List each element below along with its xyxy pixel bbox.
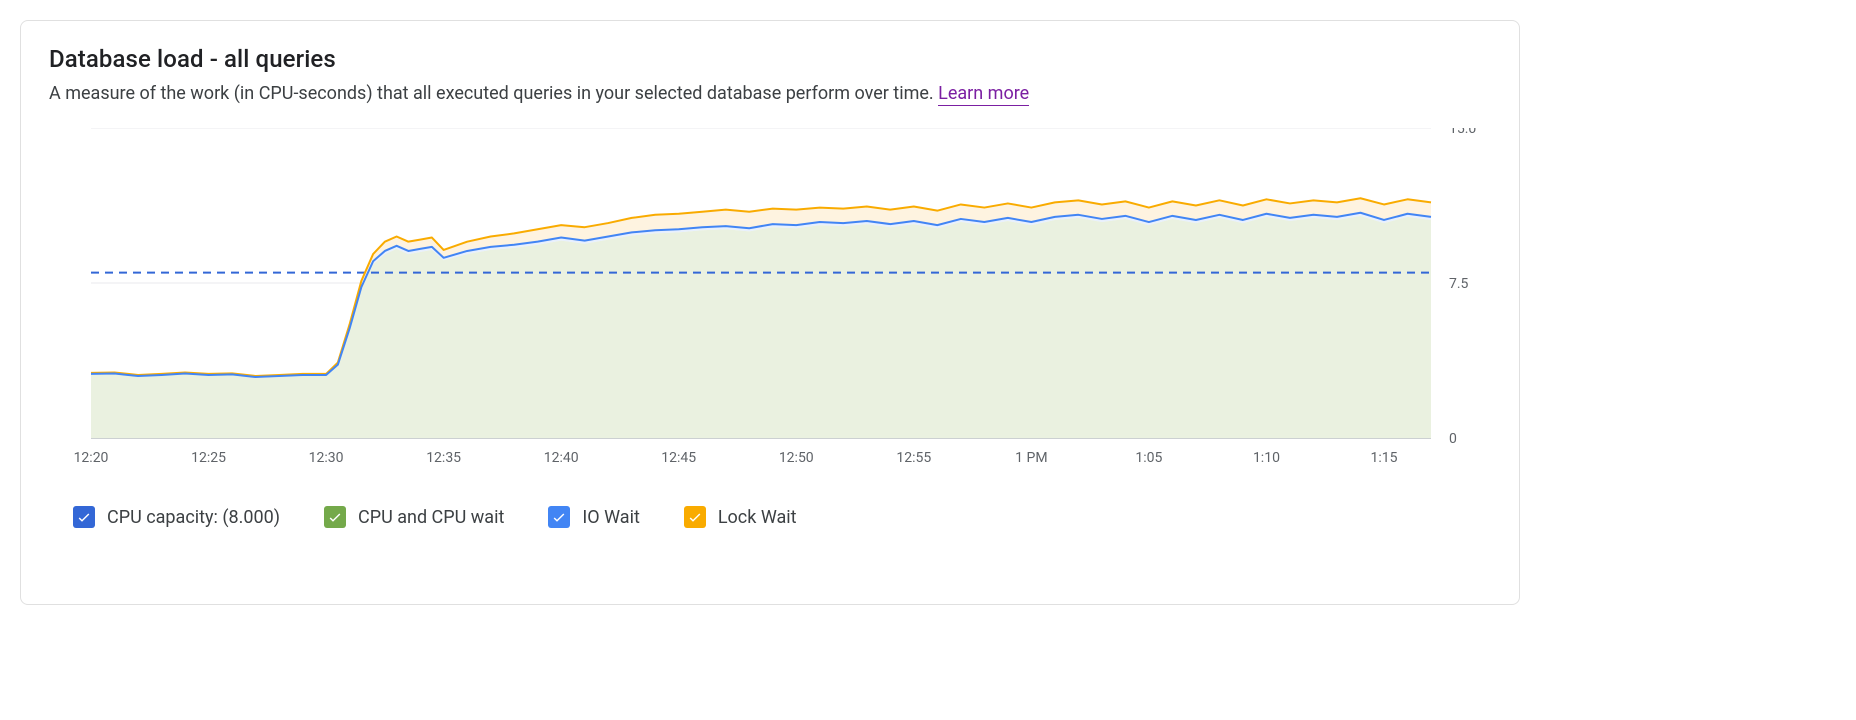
check-icon [687, 509, 703, 525]
x-tick-label: 12:40 [544, 450, 579, 466]
db-load-panel: Database load - all queries A measure of… [20, 20, 1520, 605]
y-tick-label: 15.0 [1449, 128, 1476, 137]
chart-legend: CPU capacity: (8.000) CPU and CPU wait IO … [49, 506, 1491, 528]
legend-item[interactable]: IO Wait [548, 506, 639, 528]
legend-checkbox[interactable] [73, 506, 95, 528]
x-tick-label: 12:45 [661, 450, 696, 466]
x-tick-label: 12:50 [779, 450, 814, 466]
x-tick-label: 12:30 [309, 450, 344, 466]
legend-label: Lock Wait [718, 507, 797, 528]
panel-title: Database load - all queries [49, 45, 1491, 73]
legend-label: CPU and CPU wait [358, 507, 504, 528]
learn-more-link[interactable]: Learn more [938, 83, 1029, 106]
x-tick-label: 1:10 [1253, 450, 1280, 466]
legend-item[interactable]: CPU and CPU wait [324, 506, 504, 528]
y-tick-label: 7.5 [1449, 276, 1469, 292]
legend-checkbox[interactable] [684, 506, 706, 528]
x-tick-label: 12:20 [74, 450, 109, 466]
x-tick-label: 12:55 [896, 450, 931, 466]
legend-checkbox[interactable] [548, 506, 570, 528]
legend-checkbox[interactable] [324, 506, 346, 528]
legend-item[interactable]: Lock Wait [684, 506, 797, 528]
x-tick-label: 1:05 [1135, 450, 1162, 466]
x-tick-label: 12:25 [191, 450, 226, 466]
db-load-chart[interactable]: 0 7.5 15.0 12:20 12:25 12:30 12:35 12:40 12:45 12… [49, 128, 1489, 488]
x-tick-label: 1 PM [1015, 450, 1047, 466]
legend-label: CPU capacity: (8.000) [107, 507, 280, 528]
chart-area: 0 7.5 15.0 12:20 12:25 12:30 12:35 12:40 12:45 12… [49, 128, 1491, 488]
check-icon [76, 509, 92, 525]
panel-subtitle: A measure of the work (in CPU-seconds) t… [49, 83, 1491, 104]
check-icon [551, 509, 567, 525]
subtitle-text: A measure of the work (in CPU-seconds) t… [49, 83, 938, 104]
area-cpu-wait [91, 216, 1431, 438]
x-tick-label: 1:15 [1370, 450, 1397, 466]
y-tick-label: 0 [1449, 431, 1457, 447]
check-icon [327, 509, 343, 525]
legend-item[interactable]: CPU capacity: (8.000) [73, 506, 280, 528]
x-tick-label: 12:35 [426, 450, 461, 466]
legend-label: IO Wait [582, 507, 639, 528]
